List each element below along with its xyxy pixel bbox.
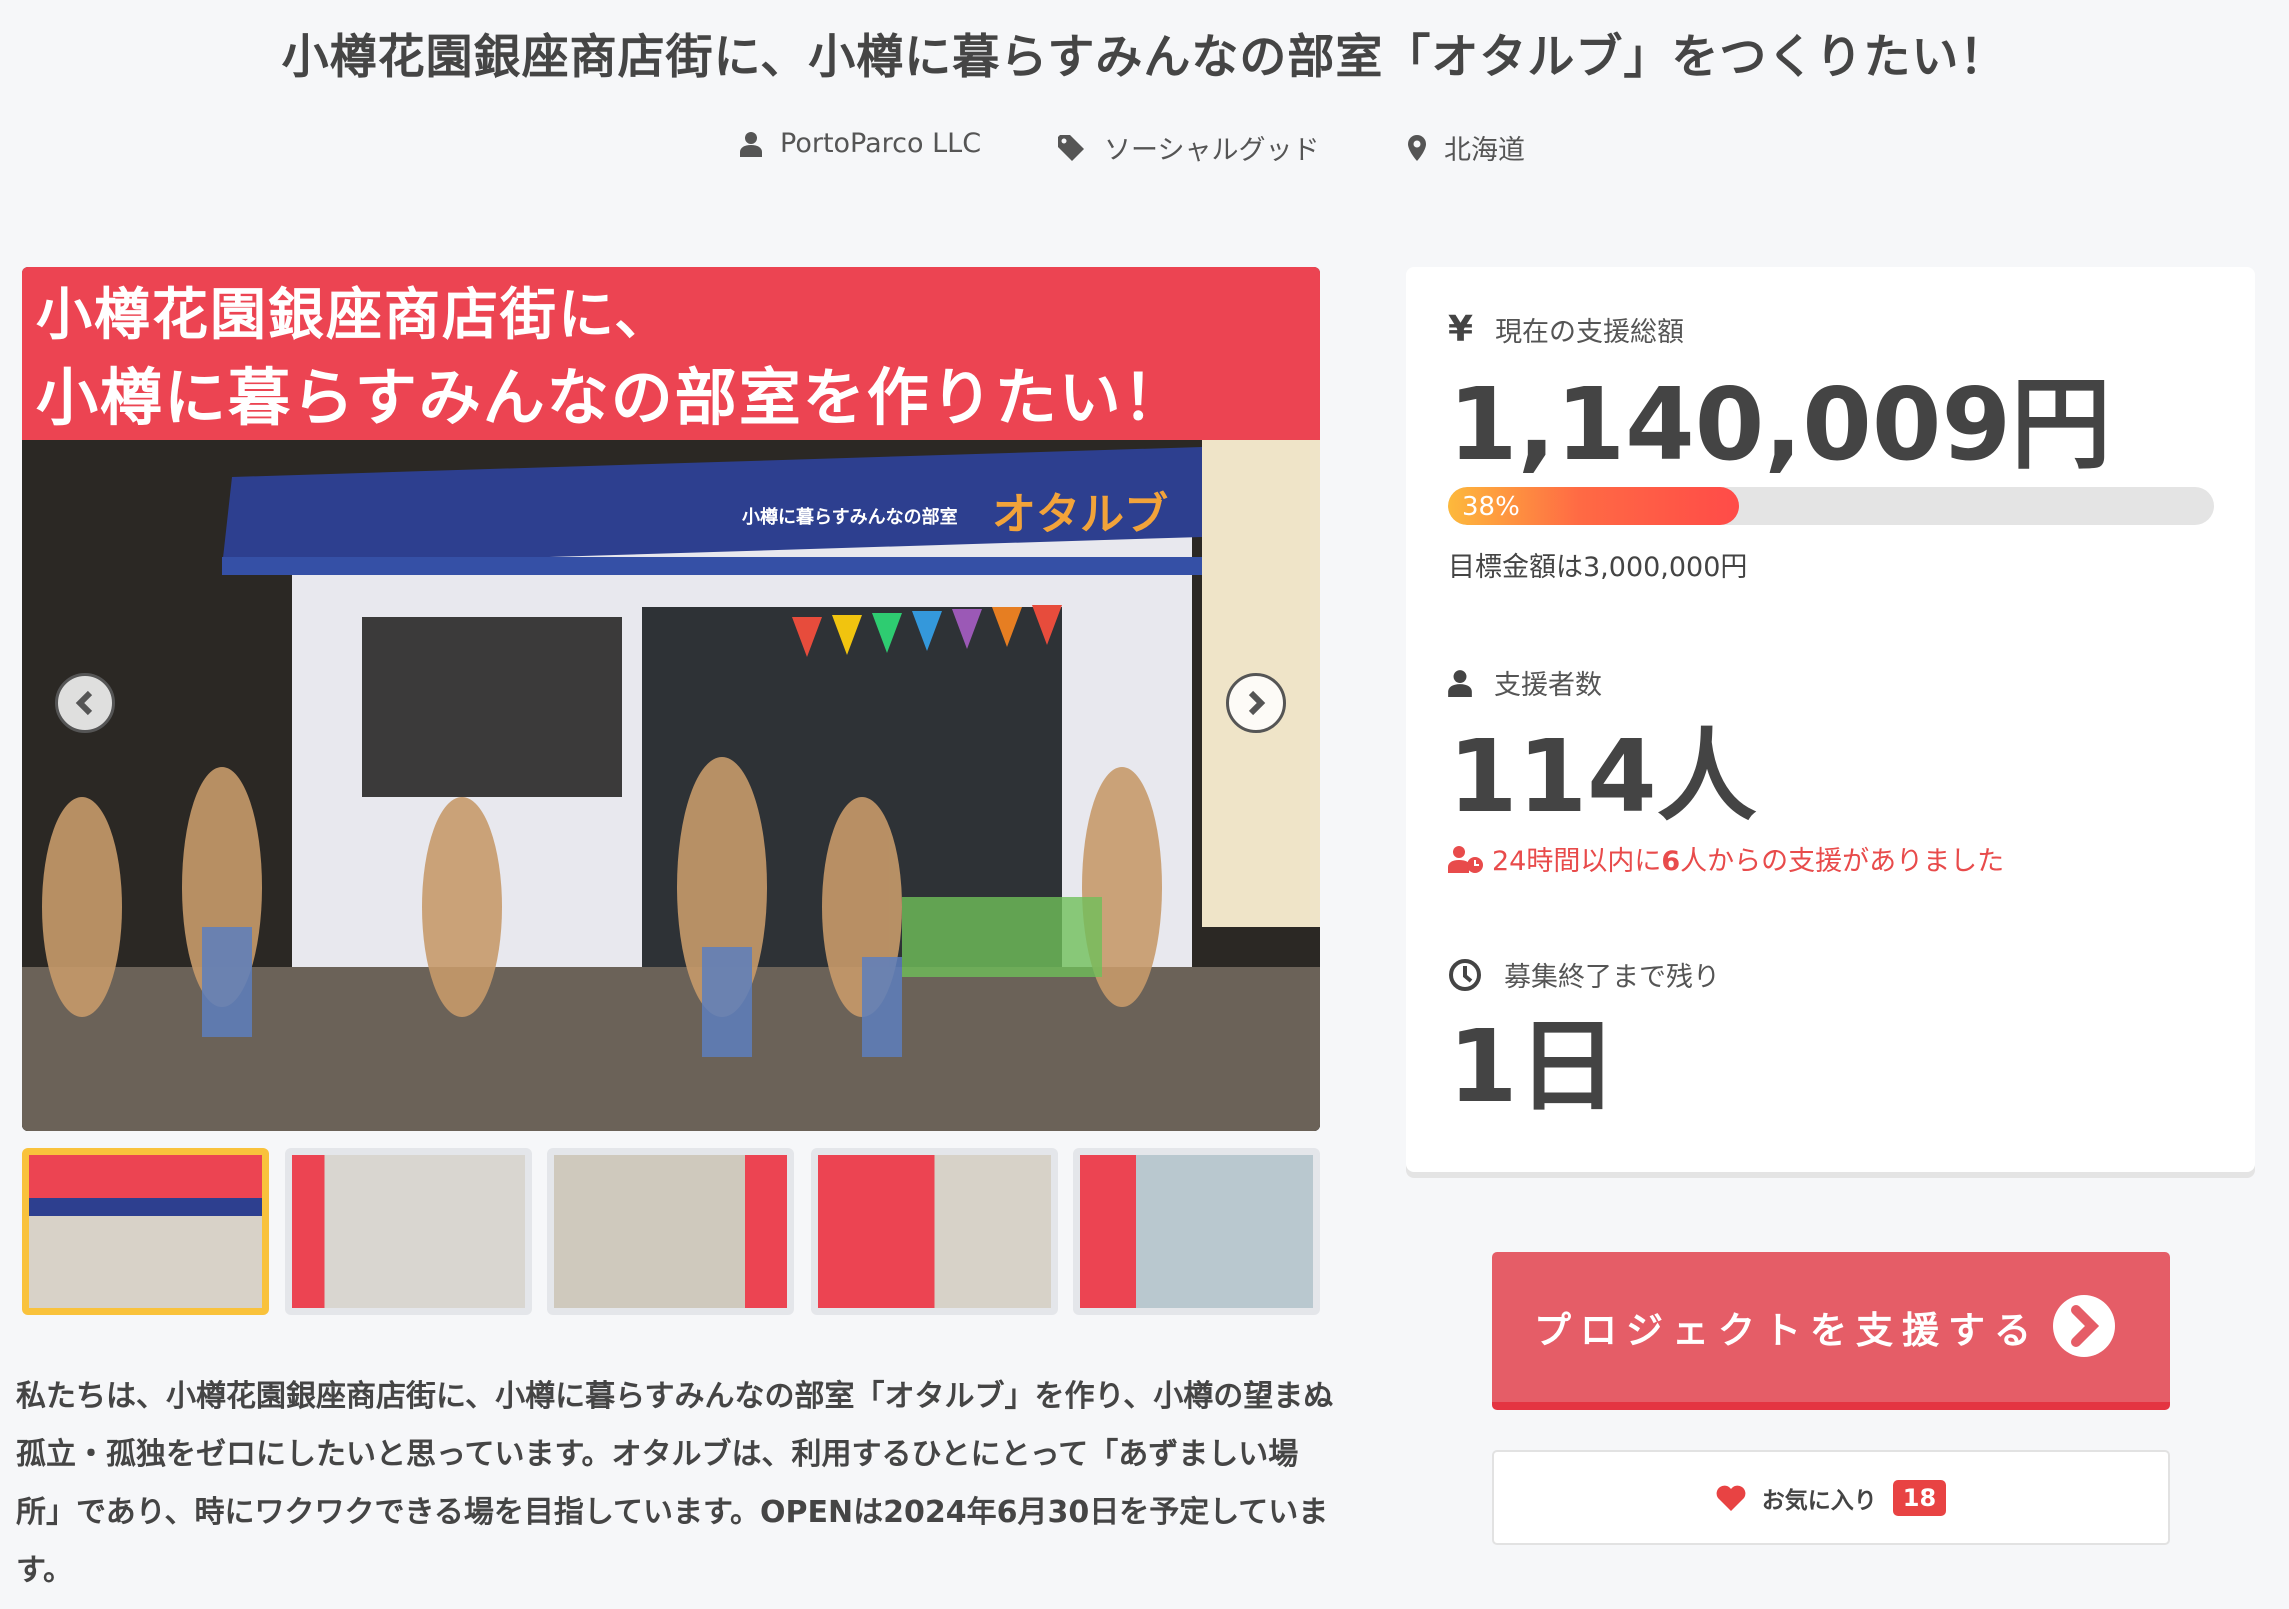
- progress-fill: 38%: [1448, 487, 1740, 525]
- heart-icon: [1716, 1485, 1746, 1511]
- support-project-button[interactable]: プロジェクトを支援する: [1492, 1252, 2170, 1410]
- next-image-button[interactable]: [1226, 673, 1286, 733]
- amount-value: 1,140,009円: [1448, 366, 2112, 483]
- chevron-circle-right-icon: [2053, 1295, 2115, 1357]
- goal-text: 目標金額は3,000,000円: [1448, 552, 1748, 583]
- stats-card: ¥ 現在の支援総額 1,140,009円 38% 目標金額は3,000,000円…: [1406, 267, 2255, 1172]
- thumbnail-2[interactable]: [285, 1148, 532, 1315]
- hero-image[interactable]: 小樽花園銀座商店街に、 小樽に暮らすみんなの部室を作りたい！ 小樽に暮らすみんな…: [22, 267, 1320, 1131]
- remaining-label-text: 募集終了まで残り: [1504, 962, 1720, 993]
- previous-image-button[interactable]: [55, 673, 115, 733]
- favorite-button[interactable]: お気に入り 18: [1492, 1450, 2170, 1545]
- recent-supporters: 24時間以内に6人からの支援がありました: [1448, 839, 2004, 878]
- category[interactable]: ソーシャルグッド: [1058, 128, 1319, 167]
- chevron-left-icon: [75, 690, 93, 716]
- supporters-label: 支援者数: [1448, 663, 1602, 702]
- recent-suffix: 人からの支援がありました: [1680, 846, 2005, 877]
- location-name: 北海道: [1444, 135, 1525, 166]
- awning-text: 小樽に暮らすみんなの部室: [742, 506, 958, 528]
- thumbnail-1[interactable]: [22, 1148, 269, 1315]
- banner-line-1: 小樽花園銀座商店街に、: [36, 283, 673, 348]
- clock-icon: [1449, 958, 1481, 991]
- recent-count: 6: [1661, 846, 1681, 877]
- owner[interactable]: PortoParco LLC: [740, 128, 981, 159]
- storefront-illustration: 小樽に暮らすみんなの部室 オタルブ: [22, 427, 1320, 1131]
- user-clock-icon: [1448, 845, 1483, 873]
- location[interactable]: 北海道: [1408, 128, 1525, 167]
- support-button-label: プロジェクトを支援する: [1534, 1309, 2040, 1352]
- awning-logo: オタルブ: [992, 489, 1168, 540]
- remaining-value: 1日: [1448, 1008, 1618, 1125]
- favorite-label: お気に入り: [1761, 1487, 1877, 1514]
- thumbnail-3[interactable]: [547, 1148, 794, 1315]
- banner-line-2: 小樽に暮らすみんなの部室を作りたい！: [36, 361, 1187, 434]
- amount-label: ¥ 現在の支援総額: [1448, 309, 1684, 350]
- remaining-label: 募集終了まで残り: [1448, 955, 1720, 994]
- progress-bar: 38%: [1448, 487, 2214, 525]
- project-description: 私たちは、小樽花園銀座商店街に、小樽に暮らすみんなの部室「オタルブ」を作り、小樽…: [16, 1379, 1334, 1588]
- chevron-right-icon: [1248, 690, 1266, 716]
- user-icon: [740, 131, 762, 157]
- thumbnail-5[interactable]: [1073, 1148, 1320, 1315]
- tag-icon: [1058, 134, 1084, 161]
- supporters-label-text: 支援者数: [1494, 670, 1602, 701]
- yen-icon: ¥: [1448, 309, 1474, 350]
- owner-name: PortoParco LLC: [780, 128, 982, 159]
- hero-banner: 小樽花園銀座商店街に、 小樽に暮らすみんなの部室を作りたい！: [22, 267, 1320, 440]
- user-icon: [1448, 669, 1472, 697]
- favorite-count-badge: 18: [1892, 1479, 1947, 1516]
- category-name: ソーシャルグッド: [1104, 135, 1320, 166]
- thumbnail-4[interactable]: [811, 1148, 1058, 1315]
- map-pin-icon: [1408, 134, 1426, 161]
- amount-label-text: 現在の支援総額: [1495, 317, 1685, 348]
- recent-prefix: 24時間以内に: [1492, 846, 1662, 877]
- supporters-value: 114人: [1448, 718, 1757, 835]
- page-title: 小樽花園銀座商店街に、小樽に暮らすみんなの部室「オタルブ」をつくりたい！: [281, 30, 2008, 85]
